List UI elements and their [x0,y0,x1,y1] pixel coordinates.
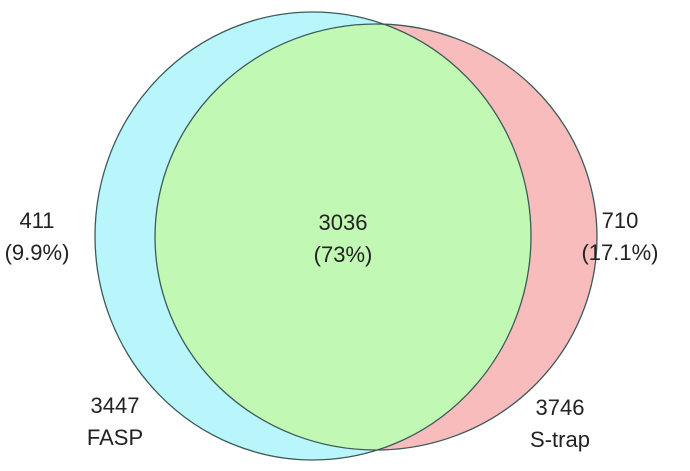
fasp-total: 3447 [91,393,140,418]
overlap-count: 3036 [319,210,368,235]
fasp-unique-count: 411 [19,208,54,233]
fasp-label: FASP [87,425,143,450]
strap-label: S-trap [530,427,590,452]
strap-total: 3746 [536,395,585,420]
fasp-unique-pct: (9.9%) [5,240,70,265]
strap-unique-pct: (17.1%) [581,240,658,265]
fasp-outline [94,11,532,461]
overlap-region [155,24,531,450]
overlap-pct: (73%) [314,242,373,267]
strap-unique-count: 710 [602,208,639,233]
strap-outline [154,23,598,451]
